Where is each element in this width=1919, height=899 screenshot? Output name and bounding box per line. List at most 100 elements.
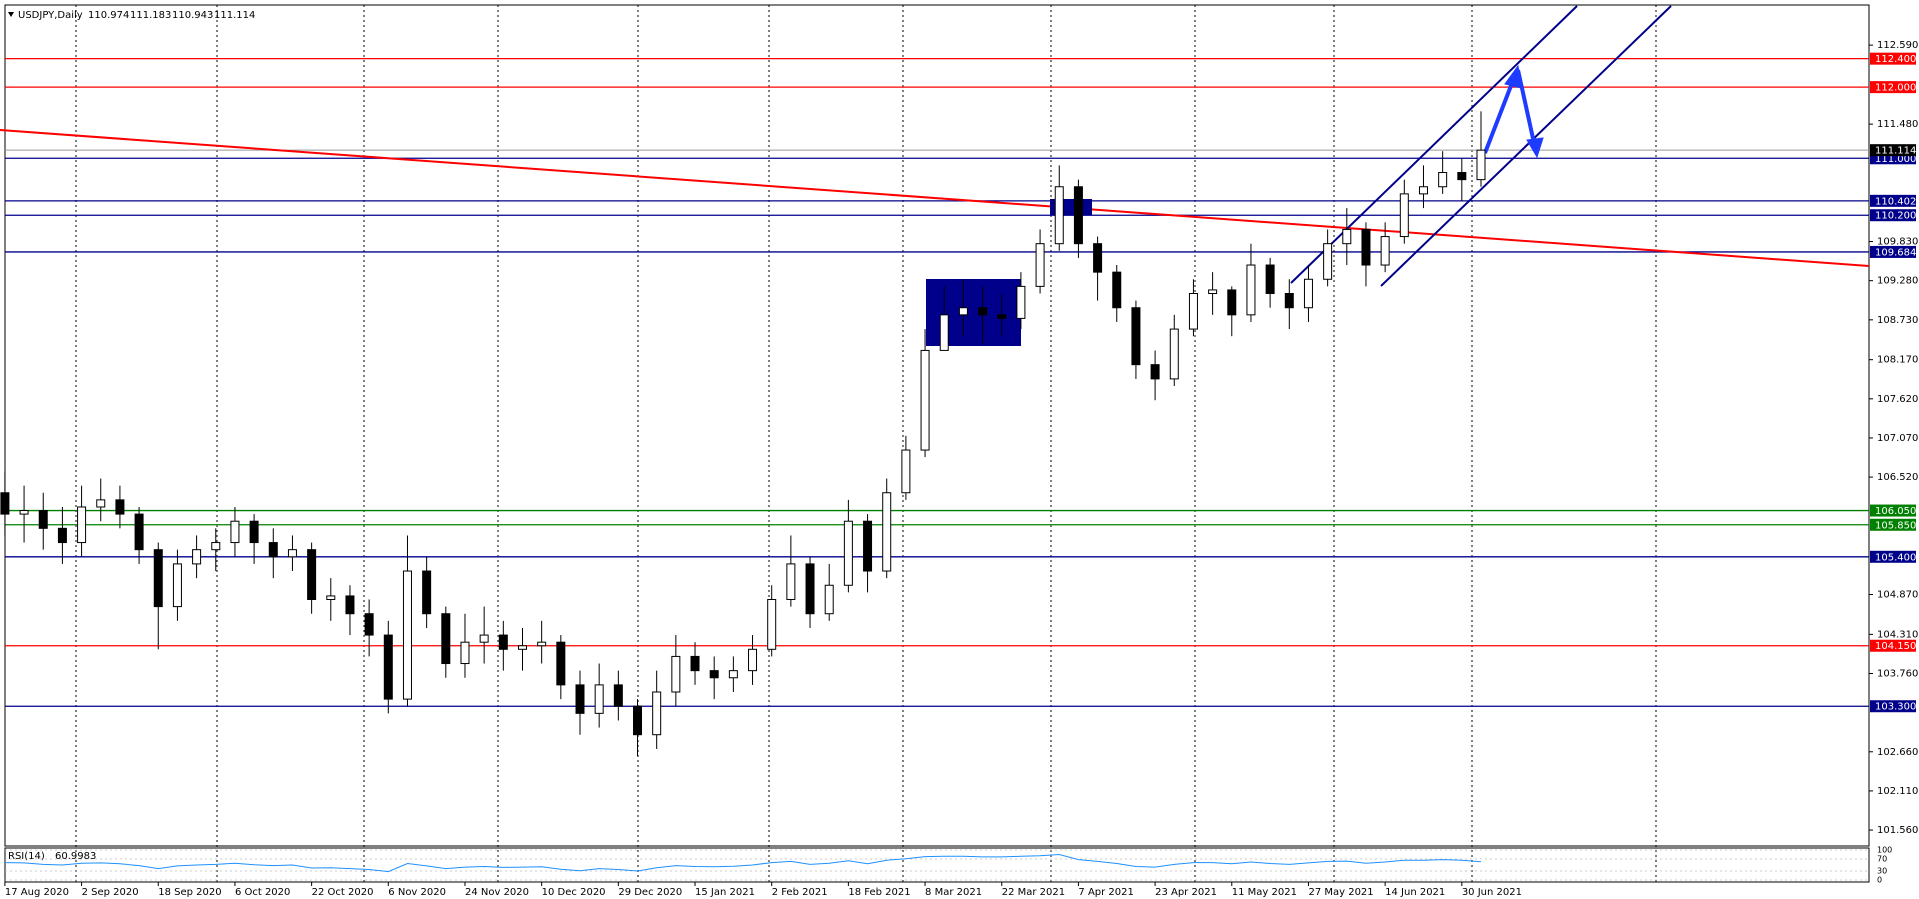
candle-body xyxy=(690,655,700,672)
candle-body xyxy=(863,520,873,572)
y-tick-label: 107.620 xyxy=(1877,394,1918,405)
candle-body xyxy=(96,499,106,508)
axis: 112.590 111.480 109.830 109.280 108.730 108.1… xyxy=(4,40,1918,898)
level-label: 112.000 xyxy=(1875,83,1916,94)
rsi-label: RSI(14) xyxy=(8,851,45,862)
candle-body xyxy=(556,641,566,686)
level-label: 105.400 xyxy=(1875,552,1916,563)
candle-body xyxy=(1112,271,1122,309)
x-tick-label: 23 Apr 2021 xyxy=(1155,887,1217,898)
y-tick-label: 106.520 xyxy=(1877,472,1918,483)
candle-body xyxy=(1457,172,1467,181)
menu-arrow xyxy=(8,12,14,17)
candle-body xyxy=(441,613,451,665)
candle-body xyxy=(882,492,892,572)
candle-body xyxy=(364,613,374,636)
candle-body xyxy=(1188,292,1198,330)
level-box xyxy=(1870,639,1916,652)
x-tick-label: 14 Jun 2021 xyxy=(1385,887,1445,898)
candle-body xyxy=(997,314,1007,319)
y-tick-label: 102.110 xyxy=(1877,786,1918,797)
level-box xyxy=(1870,700,1916,713)
header-value: 111.114 xyxy=(214,10,255,21)
candle-body xyxy=(709,670,719,679)
candle-body xyxy=(575,684,585,714)
header-value: 110.943 xyxy=(172,10,213,21)
level-box xyxy=(1870,52,1916,65)
arrow-down xyxy=(1516,69,1536,144)
rsi-tick-label: 100 xyxy=(1877,846,1892,855)
candle-body xyxy=(134,513,144,551)
current-price-box xyxy=(1870,144,1916,157)
x-tick-label: 15 Jan 2021 xyxy=(695,887,755,898)
level-box xyxy=(1870,209,1916,222)
candle-body xyxy=(1265,264,1275,294)
candle-body xyxy=(939,314,949,351)
level-label: 112.400 xyxy=(1875,54,1916,65)
y-tick-label: 112.590 xyxy=(1877,40,1918,51)
candle-body xyxy=(652,691,662,736)
x-tick-label: 18 Feb 2021 xyxy=(848,887,910,898)
x-tick-label: 22 Mar 2021 xyxy=(1002,887,1065,898)
grid xyxy=(75,5,1657,882)
rsi-tick-label: 30 xyxy=(1877,867,1887,876)
rsi-line xyxy=(4,853,1482,873)
level-box xyxy=(1870,550,1916,563)
y-tick-label: 108.170 xyxy=(1877,355,1918,366)
rsi-value: 60.9983 xyxy=(55,851,96,862)
x-tick-label: 27 May 2021 xyxy=(1308,887,1373,898)
candle-body xyxy=(402,570,412,700)
header-value: 111.183 xyxy=(130,10,171,21)
arrows xyxy=(1483,64,1544,159)
levels xyxy=(5,58,1869,707)
candles xyxy=(0,111,1486,757)
x-tick-label: 30 Jun 2021 xyxy=(1462,887,1522,898)
candle-body xyxy=(633,705,643,736)
candle-body xyxy=(920,349,930,451)
candle-body xyxy=(537,641,547,647)
x-tick-label: 10 Dec 2020 xyxy=(542,887,606,898)
candle-body xyxy=(1342,228,1352,245)
x-tick-label: 11 May 2021 xyxy=(1232,887,1297,898)
level-label: 104.150 xyxy=(1875,641,1916,652)
candle-body xyxy=(671,655,681,693)
candle-body xyxy=(613,684,623,707)
level-box xyxy=(1870,504,1916,517)
candle-body xyxy=(805,563,815,615)
candle-body xyxy=(1054,186,1064,245)
rsi-tick-label: 0 xyxy=(1877,876,1882,885)
candle-body xyxy=(1476,149,1486,181)
candle-body xyxy=(153,549,163,608)
candle-body xyxy=(594,684,604,714)
level-box xyxy=(1870,81,1916,94)
x-tick-label: 24 Nov 2020 xyxy=(465,887,529,898)
x-tick-label: 29 Dec 2020 xyxy=(618,887,682,898)
candle-body xyxy=(1093,243,1103,273)
candle-body xyxy=(1131,307,1141,366)
rsi-frame xyxy=(4,847,1870,883)
level-label: 105.850 xyxy=(1875,520,1916,531)
candle-body xyxy=(0,492,10,515)
candle-body xyxy=(1303,278,1313,309)
candle-body xyxy=(1323,243,1333,280)
candle-body xyxy=(38,510,48,529)
x-tick-label: 2 Sep 2020 xyxy=(82,887,139,898)
candle-body xyxy=(1208,289,1218,294)
candle-body xyxy=(843,520,853,586)
y-tick-label: 107.070 xyxy=(1877,433,1918,444)
y-tick-label: 104.870 xyxy=(1877,590,1918,601)
candle-body xyxy=(1035,243,1045,287)
y-tick-label: 109.830 xyxy=(1877,237,1918,248)
y-tick-label: 102.660 xyxy=(1877,747,1918,758)
candle-body xyxy=(287,549,297,558)
x-tick-label: 6 Nov 2020 xyxy=(388,887,446,898)
x-tick-label: 17 Aug 2020 xyxy=(5,887,69,898)
x-tick-label: 6 Oct 2020 xyxy=(235,887,290,898)
y-tick-label: 109.280 xyxy=(1877,276,1918,287)
level-box xyxy=(1870,518,1916,531)
channel-lower xyxy=(1380,5,1672,287)
symbol-title: USDJPY,Daily xyxy=(18,10,83,21)
